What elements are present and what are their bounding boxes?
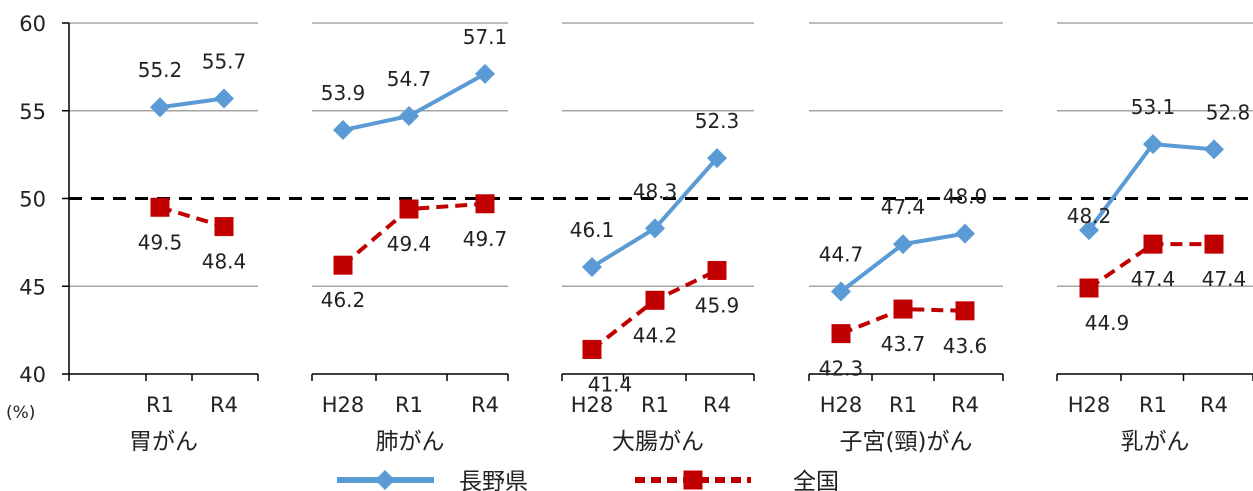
data-point-nagano [893, 234, 913, 255]
data-label-national: 44.2 [633, 323, 678, 347]
data-label-national: 42.3 [819, 357, 864, 381]
series-line-nagano [590, 156, 719, 269]
data-label-nagano: 46.1 [570, 218, 615, 242]
data-label-nagano: 47.4 [881, 195, 926, 219]
data-label-nagano: 57.1 [463, 25, 508, 49]
data-point-nagano [645, 218, 665, 239]
data-label-nagano: 52.3 [695, 109, 740, 133]
data-label-national: 45.9 [695, 293, 740, 317]
group-label: 肺がん [376, 429, 445, 455]
legend-label-nagano: 長野県 [459, 469, 528, 491]
grid-layer [69, 22, 1253, 287]
x-tick-label: R1 [1139, 393, 1167, 417]
data-point-national [831, 324, 851, 344]
data-label-nagano: 55.7 [202, 49, 247, 73]
data-label-national: 48.4 [202, 250, 247, 274]
data-point-nagano [831, 281, 851, 302]
x-tick-label: R4 [471, 393, 499, 417]
data-point-national [150, 197, 170, 217]
x-tick-label: R1 [395, 393, 423, 417]
data-point-nagano [150, 97, 170, 118]
x-tick-label: R4 [210, 393, 238, 417]
axis-layer: 40 45 50 55 60 (%) R1 R4 胃がん H28 R1 R4 肺がん H28 R1 R4 大腸が… [6, 12, 1253, 455]
label-layer: 55.2 55.7 49.5 48.4 53.9 54.7 57.1 46.2 49.4 49.7… [138, 25, 1251, 397]
data-point-nagano [1204, 139, 1224, 160]
data-point-national [707, 260, 727, 280]
data-label-national: 43.7 [881, 332, 926, 356]
legend-label-national: 全国 [793, 469, 839, 491]
y-tick-label: 40 [19, 363, 46, 387]
y-tick-label: 55 [19, 100, 46, 124]
data-point-nagano [1079, 220, 1099, 241]
data-point-national [333, 255, 353, 275]
x-tick-label: H28 [571, 393, 614, 417]
group-label: 胃がん [129, 429, 198, 455]
legend-marker-nagano [375, 470, 395, 490]
legend-marker-national [683, 470, 703, 490]
data-label-nagano: 44.7 [819, 243, 864, 267]
data-label-national: 49.7 [463, 227, 508, 251]
series-line-national [159, 205, 225, 229]
data-point-national [582, 339, 602, 359]
x-tick-label: H28 [820, 393, 863, 417]
data-label-national: 47.4 [1131, 267, 1176, 291]
data-label-nagano: 48.0 [943, 185, 988, 209]
data-point-national [475, 194, 495, 214]
data-point-nagano [399, 106, 419, 127]
series-line-nagano [159, 96, 225, 110]
x-tick-label: H28 [1068, 393, 1111, 417]
data-label-nagano: 52.8 [1206, 100, 1251, 124]
data-point-national [645, 290, 665, 310]
x-tick-label: R4 [1200, 393, 1228, 417]
data-point-national [893, 299, 913, 319]
data-label-nagano: 48.3 [633, 179, 678, 203]
series-layer [150, 63, 1224, 359]
x-tick-label: R1 [641, 393, 669, 417]
group-label: 乳がん [1121, 429, 1190, 455]
data-point-nagano [582, 256, 602, 277]
data-point-national [399, 199, 419, 219]
data-point-national [1204, 234, 1224, 254]
data-point-nagano [955, 223, 975, 244]
data-label-national: 44.9 [1085, 311, 1130, 335]
legend: 長野県 全国 [337, 469, 839, 491]
data-point-nagano [1143, 134, 1163, 155]
y-tick-label: 60 [19, 12, 46, 36]
data-point-national [1079, 278, 1099, 298]
data-label-national: 46.2 [321, 288, 366, 312]
data-point-national [1143, 234, 1163, 254]
data-point-nagano [333, 120, 353, 141]
x-tick-label: R4 [951, 393, 979, 417]
y-axis-unit: (%) [6, 403, 35, 423]
y-tick-label: 45 [19, 275, 46, 299]
group-label: 子宮(頸)がん [840, 429, 973, 455]
data-label-nagano: 53.9 [321, 81, 366, 105]
y-tick-label: 50 [19, 188, 46, 212]
data-label-national: 41.4 [588, 372, 633, 396]
data-point-nagano [214, 88, 234, 109]
data-label-national: 49.4 [387, 232, 432, 256]
data-label-national: 49.5 [138, 230, 183, 254]
data-point-national [955, 301, 975, 321]
x-tick-label: R4 [703, 393, 731, 417]
data-label-nagano: 53.1 [1131, 95, 1176, 119]
data-point-nagano [707, 148, 727, 169]
data-label-nagano: 54.7 [387, 67, 432, 91]
group-label: 大腸がん [612, 429, 704, 455]
data-label-nagano: 48.2 [1067, 204, 1112, 228]
data-label-nagano: 55.2 [138, 58, 183, 82]
data-point-nagano [475, 63, 495, 84]
x-tick-label: H28 [322, 393, 365, 417]
data-label-national: 47.4 [1202, 267, 1247, 291]
x-tick-label: R1 [146, 393, 174, 417]
data-label-national: 43.6 [943, 334, 988, 358]
x-tick-label: R1 [889, 393, 917, 417]
data-point-national [214, 217, 234, 237]
